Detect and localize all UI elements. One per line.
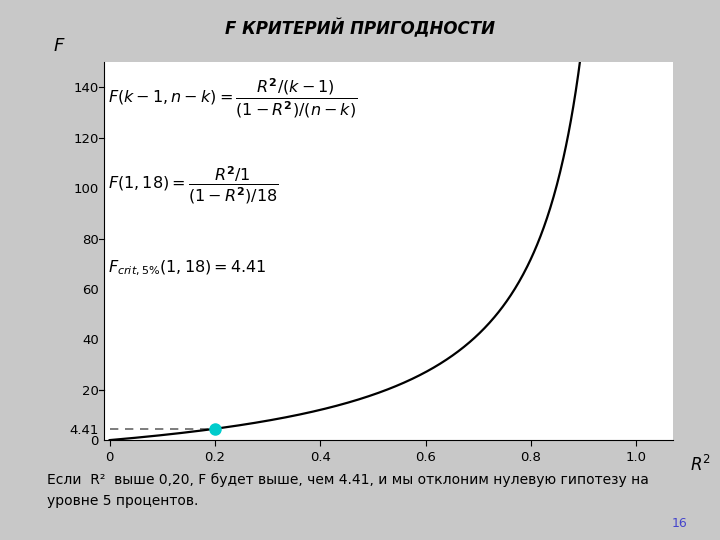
Text: F КРИТЕРИЙ ПРИГОДНОСТИ: F КРИТЕРИЙ ПРИГОДНОСТИ (225, 19, 495, 38)
Text: $\mathbf{\mathit{F}}$: $\mathbf{\mathit{F}}$ (53, 37, 66, 55)
Text: $F_{crit,5\%}(1,18)=4.41$: $F_{crit,5\%}(1,18)=4.41$ (108, 259, 266, 279)
Text: 16: 16 (672, 517, 688, 530)
Text: уровне 5 процентов.: уровне 5 процентов. (47, 494, 198, 508)
Text: $R^2$: $R^2$ (690, 455, 711, 475)
Text: $F(k-1,n-k)=\dfrac{R^{\mathbf{2}}/(k-1)}{(1-R^{\mathbf{2}})/(n-k)}$: $F(k-1,n-k)=\dfrac{R^{\mathbf{2}}/(k-1)}… (108, 77, 357, 120)
Text: $F(1,18)=\dfrac{R^{\mathbf{2}}/1}{(1-R^{\mathbf{2}})/18}$: $F(1,18)=\dfrac{R^{\mathbf{2}}/1}{(1-R^{… (108, 164, 279, 206)
Text: Если  R²  выше 0,20, F будет выше, чем 4.41, и мы отклоним нулевую гипотезу на: Если R² выше 0,20, F будет выше, чем 4.4… (47, 472, 649, 487)
